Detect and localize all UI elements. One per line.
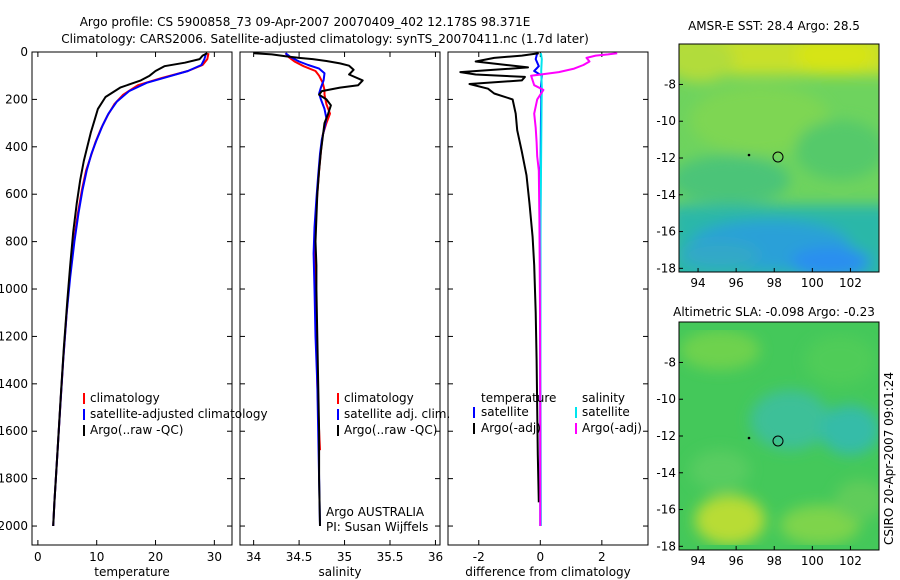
difference-legend-salinity-header: salinity	[582, 391, 625, 405]
temperature-profile-ytick-label: 200	[5, 92, 28, 106]
temperature-profile-xtick-label: 0	[34, 550, 42, 564]
sla-float-track-dot	[747, 436, 751, 440]
difference-legend-temperature-header: temperature	[481, 391, 556, 405]
temperature-profile-ytick-label: 0	[20, 45, 28, 59]
salinity-profile-xtick-label: 34	[246, 550, 261, 564]
salinity-profile-frame	[239, 51, 441, 546]
temperature-profile-xlabel: temperature	[94, 565, 169, 579]
sst-float-track-dot	[747, 153, 751, 157]
difference-legend-label: Argo(-adj)	[481, 421, 541, 435]
temperature-profile-xtick-label: 20	[148, 550, 163, 564]
salinity-profile-xtick-label: 35	[337, 550, 352, 564]
salinity-profile-xlabel: salinity	[318, 565, 361, 579]
sla-map-title: Altimetric SLA: -0.098 Argo: -0.23	[673, 305, 875, 319]
temperature-profile-series-line	[52, 52, 208, 527]
temperature-profile-ytick-label: 1200	[0, 329, 28, 343]
salinity-panel: 34 34.5 35 35.5 36 salinity climatology satelli…	[239, 51, 450, 579]
salinity-profile-xtick-label: 36	[428, 550, 443, 564]
sst-map-ytick-label: -14	[656, 188, 676, 202]
sst-map-ytick-label: -16	[656, 225, 676, 239]
salinity-legend-label: climatology	[344, 391, 414, 405]
sst-map-xtick-label: 102	[839, 276, 862, 290]
difference-legend-label: satellite	[481, 405, 529, 419]
sst-profile-marker	[772, 151, 784, 163]
sst-map-panel: AMSR-E SST: 28.4 Argo: 28.5 94 96 98 100 102…	[656, 19, 880, 290]
sla-map-ytick-label: -16	[656, 503, 676, 517]
sla-map-ytick-label: -10	[656, 392, 676, 406]
salinity-profile-series-line	[284, 52, 328, 527]
temperature-profile-frame	[31, 51, 233, 546]
difference-profile-frame	[447, 51, 649, 546]
temperature-profile-xtick-label: 30	[207, 550, 222, 564]
difference-legend-label: Argo(-adj)	[582, 421, 642, 435]
salinity-legend-label: Argo(..raw -QC)	[344, 423, 437, 437]
figure-title-line1: Argo profile: CS 5900858_73 09-Apr-2007 …	[80, 15, 531, 29]
temperature-profile-ytick-label: 800	[5, 235, 28, 249]
temperature-profile-ytick-label: 1800	[0, 472, 28, 486]
difference-legend-label: satellite	[582, 405, 630, 419]
sst-map-ytick-label: -8	[664, 77, 676, 91]
sla-map-panel: Altimetric SLA: -0.098 Argo: -0.23 94 96 9…	[656, 305, 880, 568]
salinity-profile-series-line	[253, 52, 364, 527]
sst-map-ytick-label: -18	[656, 261, 676, 275]
temperature-profile-ytick-label: 1400	[0, 377, 28, 391]
figure-title-line2: Climatology: CARS2006. Satellite-adjuste…	[61, 32, 589, 46]
difference-profile-xtick-label: 0	[536, 550, 544, 564]
temperature-profile-ytick-label: 1000	[0, 282, 28, 296]
temperature-profile-series-line	[52, 53, 210, 527]
difference-profile-xtick-label: 2	[598, 550, 606, 564]
sst-map-ytick-label: -10	[656, 114, 676, 128]
temperature-panel: 0 10 20 30 0 200 400 600 800 1000 1200 1400 1600 1800…	[0, 45, 268, 579]
temperature-legend-label: Argo(..raw -QC)	[90, 423, 183, 437]
sla-map-ytick-label: -12	[656, 429, 676, 443]
difference-profile-xlabel: difference from climatology	[465, 565, 631, 579]
sst-map-xtick-label: 96	[729, 276, 744, 290]
salinity-profile-xtick-label: 35.5	[377, 550, 404, 564]
difference-profile-series-line	[459, 52, 540, 503]
temperature-profile-ytick-label: 400	[5, 140, 28, 154]
sla-map-ytick-label: -18	[656, 539, 676, 553]
sst-map-title: AMSR-E SST: 28.4 Argo: 28.5	[688, 19, 860, 33]
sla-map-xtick-label: 96	[729, 554, 744, 568]
side-timestamp: CSIRO 20-Apr-2007 09:01:24	[882, 372, 896, 545]
salinity-legend-label: satellite adj. clim.	[344, 407, 450, 421]
salinity-annotation-line1: Argo AUSTRALIA	[326, 505, 425, 519]
sla-profile-marker	[772, 435, 784, 447]
sla-map-xtick-label: 98	[767, 554, 782, 568]
sst-map-xtick-label: 94	[690, 276, 705, 290]
salinity-annotation-line2: PI: Susan Wijffels	[326, 520, 428, 534]
sst-map-xtick-label: 100	[801, 276, 824, 290]
sst-map-ytick-label: -12	[656, 151, 676, 165]
sla-map-ytick-label: -8	[664, 355, 676, 369]
sla-map-xtick-label: 102	[839, 554, 862, 568]
temperature-legend-label: satellite-adjusted climatology	[90, 407, 268, 421]
salinity-profile-xtick-label: 34.5	[286, 550, 313, 564]
temperature-profile-xtick-label: 10	[89, 550, 104, 564]
sla-map-xtick-label: 100	[801, 554, 824, 568]
difference-profile-xtick-label: -2	[473, 550, 485, 564]
temperature-profile-ytick-label: 2000	[0, 519, 28, 533]
temperature-profile-series-line	[52, 52, 208, 527]
temperature-profile-ytick-label: 600	[5, 187, 28, 201]
temperature-profile-ytick-label: 1600	[0, 424, 28, 438]
sla-map-ytick-label: -14	[656, 466, 676, 480]
sst-map-xtick-label: 98	[767, 276, 782, 290]
temperature-legend-label: climatology	[90, 391, 160, 405]
salinity-profile-series-line	[284, 52, 331, 451]
difference-profile-series-line	[530, 52, 618, 526]
sla-map-xtick-label: 94	[690, 554, 705, 568]
